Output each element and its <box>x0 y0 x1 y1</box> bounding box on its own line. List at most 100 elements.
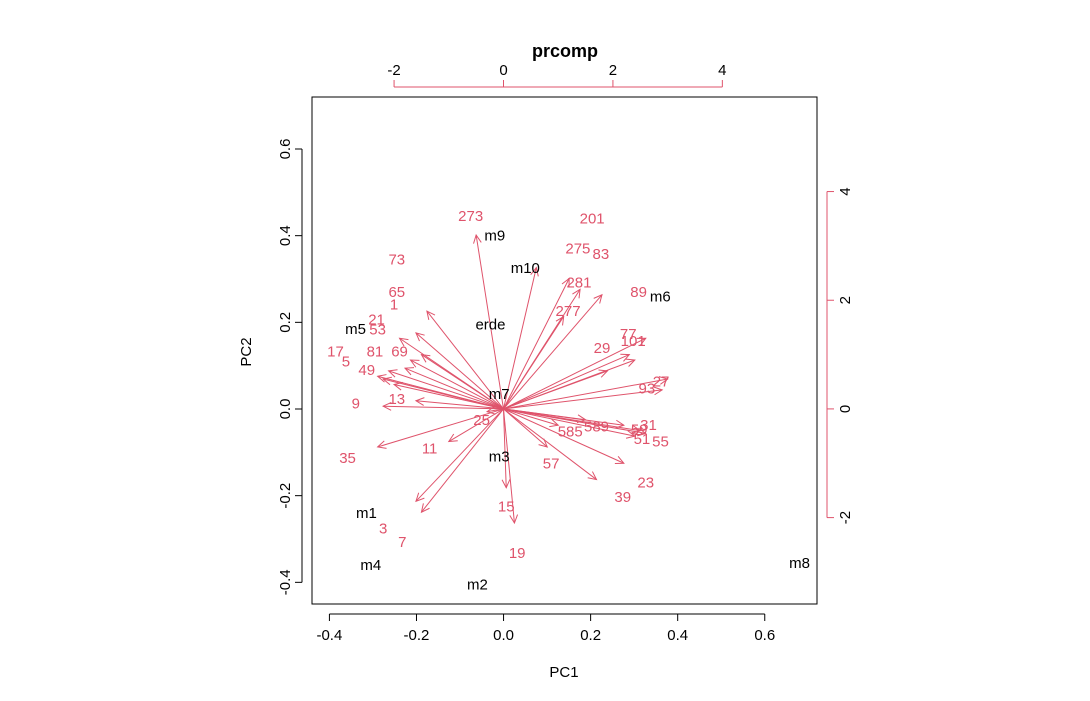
score-label-m5: m5 <box>345 321 366 338</box>
arrow-head-5 <box>376 374 387 383</box>
loading-arrow-55 <box>503 408 646 434</box>
arrow-head-55 <box>636 427 647 437</box>
axes: -0.4 -0.2 0.0 0.2 0.4 0.6 -0.4 -0.2 0.0 0.2 0.4 0.6… <box>277 62 854 644</box>
arrow-head-23 <box>614 456 625 464</box>
arrow-head-73 <box>426 310 436 321</box>
loading-arrow-77 <box>503 354 630 410</box>
arrow-head-585 <box>549 418 560 428</box>
loading-arrow-201 <box>503 267 537 410</box>
loading-arrow-7 <box>421 408 504 513</box>
top-tick-label: 2 <box>609 62 617 79</box>
bottom-tick-label: -0.2 <box>404 627 430 644</box>
right-tick-label: 0 <box>837 405 854 413</box>
loading-label-29: 29 <box>594 340 611 357</box>
arrow-head-275 <box>561 277 570 288</box>
score-label-m3: m3 <box>489 449 510 466</box>
arrow-head-201 <box>530 266 539 277</box>
loading-arrow-589 <box>503 408 586 421</box>
loading-label-49: 49 <box>358 362 375 379</box>
loading-arrow-277 <box>503 316 565 410</box>
loading-label-585: 585 <box>558 424 583 441</box>
y-axis-label: PC2 <box>238 337 255 366</box>
loading-label-21: 21 <box>368 311 385 328</box>
score-label-erde: erde <box>475 317 505 334</box>
loading-label-9: 9 <box>352 395 360 412</box>
arrow-head-21 <box>420 353 431 363</box>
score-label-m2: m2 <box>467 577 488 594</box>
bottom-tick-label: 0.6 <box>754 627 775 644</box>
arrow-head-81 <box>387 369 398 378</box>
loading-arrow-5 <box>377 375 504 410</box>
loading-label-281: 281 <box>566 274 591 291</box>
arrow-head-89 <box>636 337 647 346</box>
loading-arrow-13 <box>415 400 504 410</box>
arrow-head-25 <box>485 406 496 415</box>
arrow-head-31 <box>631 425 642 434</box>
arrow-head-17 <box>382 376 393 386</box>
loading-arrow-49 <box>393 383 504 410</box>
loading-label-31: 31 <box>640 417 657 434</box>
arrow-head-93 <box>653 386 664 396</box>
loading-arrow-1 <box>399 337 504 410</box>
left-tick-label: 0.0 <box>277 399 294 420</box>
left-tick-label: 0.2 <box>277 312 294 333</box>
arrow-head-19 <box>509 514 519 525</box>
loading-arrow-585 <box>503 408 559 426</box>
arrow-head-13 <box>414 397 425 406</box>
loading-arrow-275 <box>503 278 570 410</box>
left-tick-label: -0.4 <box>277 569 294 595</box>
loading-label-15: 15 <box>498 499 515 516</box>
loading-label-89: 89 <box>630 284 647 301</box>
score-label-m10: m10 <box>511 260 540 277</box>
loading-label-19: 19 <box>509 545 526 562</box>
loading-label-589: 589 <box>584 418 609 435</box>
loading-label-1: 1 <box>390 297 398 314</box>
score-label-m8: m8 <box>789 555 810 572</box>
loading-arrow-57 <box>503 408 548 448</box>
arrow-head-1 <box>398 337 409 347</box>
loading-label-7: 7 <box>398 534 406 551</box>
right-tick-label: 4 <box>837 187 854 195</box>
x-axis-label: PC1 <box>549 664 578 681</box>
bottom-tick-label: 0.2 <box>580 627 601 644</box>
loading-arrow-83 <box>503 294 603 410</box>
loading-label-77: 77 <box>620 326 637 343</box>
loading-arrow-11 <box>448 408 504 442</box>
arrow-head-59 <box>615 419 626 429</box>
loading-arrow-273 <box>475 234 504 409</box>
arrow-head-11 <box>447 433 458 443</box>
loading-arrow-89 <box>503 337 646 410</box>
loading-label-35: 35 <box>339 450 356 467</box>
loading-arrow-35 <box>377 408 504 448</box>
arrow-head-57 <box>538 438 549 448</box>
top-axis: -2 0 2 4 <box>387 62 727 88</box>
loading-arrow-65 <box>415 332 504 410</box>
left-tick-label: 0.4 <box>277 225 294 246</box>
loading-label-277: 277 <box>556 303 581 320</box>
arrow-head-281 <box>572 288 581 299</box>
plot-frame <box>311 96 818 605</box>
arrow-head-53 <box>409 359 420 368</box>
loading-label-65: 65 <box>388 284 405 301</box>
loading-label-23: 23 <box>637 474 654 491</box>
loading-arrow-81 <box>388 370 504 410</box>
loading-arrow-15 <box>502 408 507 488</box>
score-label-m6: m6 <box>650 288 671 305</box>
left-tick-label: 0.6 <box>277 139 294 160</box>
loading-arrow-69 <box>404 367 504 410</box>
loading-label-55: 55 <box>652 434 669 451</box>
loading-label-101: 101 <box>621 333 646 350</box>
bottom-axis: -0.4 -0.2 0.0 0.2 0.4 0.6 <box>316 613 775 644</box>
loading-arrow-29 <box>503 370 608 410</box>
loading-arrow-51 <box>503 408 635 437</box>
chart-title: prcomp <box>532 41 598 61</box>
arrow-head-15 <box>501 479 511 489</box>
loading-label-201: 201 <box>580 211 605 228</box>
loading-arrow-27 <box>503 378 668 410</box>
loading-label-73: 73 <box>388 251 405 268</box>
arrow-head-35 <box>376 440 387 449</box>
arrow-head-589 <box>576 414 587 424</box>
loading-label-273: 273 <box>458 208 483 225</box>
